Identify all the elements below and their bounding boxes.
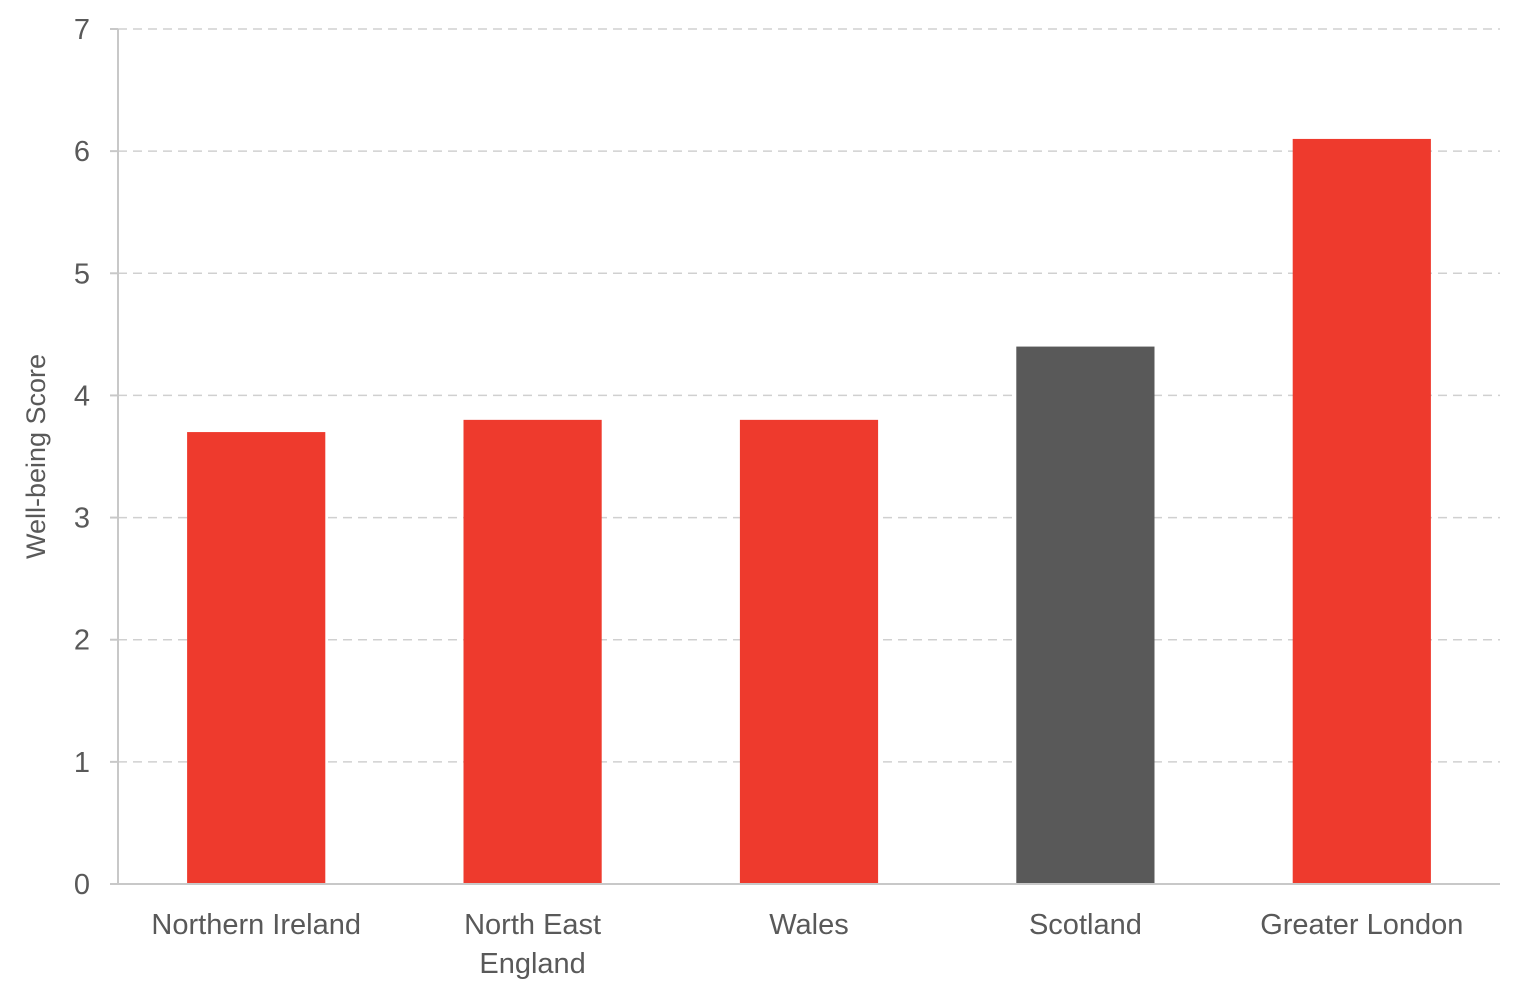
- bar: [463, 419, 602, 884]
- x-tick-label: Northern Ireland: [151, 909, 361, 941]
- y-tick-label: 7: [74, 14, 90, 46]
- bar: [1016, 346, 1155, 885]
- x-tick-labels: Northern Ireland North East England Wales Sc…: [151, 909, 1463, 980]
- bar: [187, 432, 326, 884]
- y-tick-labels: 0 1 2 3 4 5 6 7: [74, 14, 90, 901]
- y-tick-label: 3: [74, 503, 90, 535]
- bars: [187, 138, 1431, 885]
- y-axis-title: Well-being Score: [21, 354, 51, 559]
- x-tick-label: Wales: [769, 909, 849, 941]
- x-tick-label-line: Scotland: [1029, 909, 1142, 941]
- bar: [1292, 138, 1431, 884]
- x-tick-label-line: Northern Ireland: [151, 909, 361, 941]
- y-tick-label: 0: [74, 869, 90, 901]
- bar: [739, 419, 879, 884]
- x-tick-label-line: North East: [464, 909, 601, 941]
- y-tick-label: 4: [74, 380, 90, 412]
- x-tick-label-line: England: [479, 948, 585, 980]
- y-tick-label: 5: [74, 258, 90, 290]
- y-tick-label: 1: [74, 747, 90, 779]
- y-tick-label: 2: [74, 625, 90, 657]
- axes: [117, 29, 1500, 885]
- x-tick-label-line: Greater London: [1260, 909, 1463, 941]
- x-tick-label-line: Wales: [769, 909, 849, 941]
- x-tick-label: North East England: [464, 909, 601, 980]
- y-tick-label: 6: [74, 136, 90, 168]
- x-tick-label: Greater London: [1260, 909, 1463, 941]
- x-tick-label: Scotland: [1029, 909, 1142, 941]
